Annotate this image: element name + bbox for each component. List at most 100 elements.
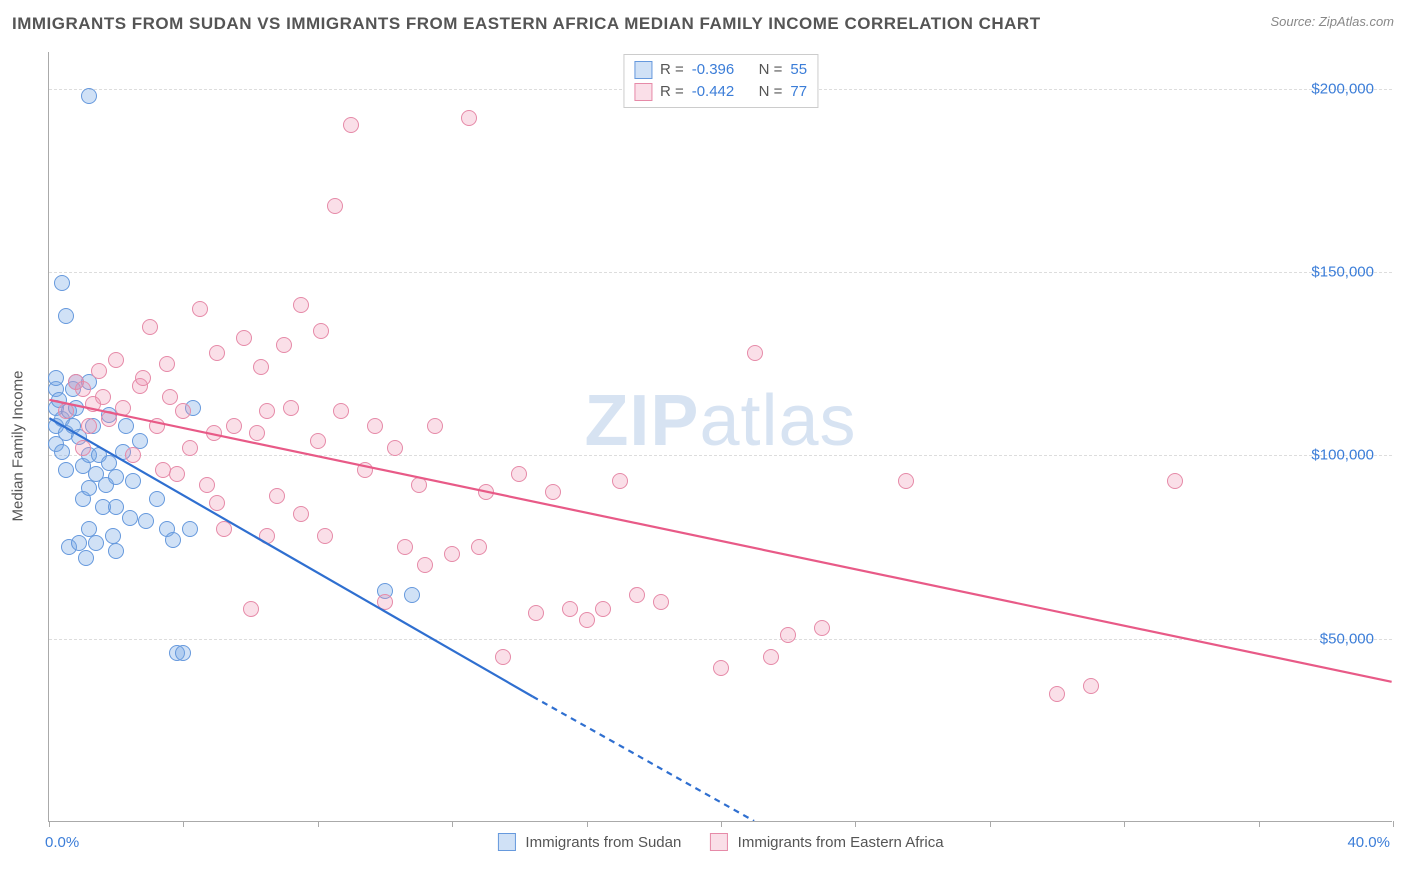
data-point-eastern_africa <box>159 356 175 372</box>
data-point-sudan <box>108 543 124 559</box>
data-point-sudan <box>125 473 141 489</box>
data-point-eastern_africa <box>461 110 477 126</box>
data-point-eastern_africa <box>169 466 185 482</box>
data-point-eastern_africa <box>511 466 527 482</box>
data-point-eastern_africa <box>175 403 191 419</box>
xtick-mark <box>587 821 588 827</box>
plot-area: ZIPatlas R = -0.396 N = 55 R = -0.442 N … <box>48 52 1392 822</box>
data-point-eastern_africa <box>253 359 269 375</box>
legend-label-sudan: Immigrants from Sudan <box>525 834 681 851</box>
data-point-eastern_africa <box>411 477 427 493</box>
r-value-ea: -0.442 <box>692 81 735 103</box>
data-point-eastern_africa <box>115 400 131 416</box>
data-point-eastern_africa <box>367 418 383 434</box>
ytick-label: $50,000 <box>1320 630 1374 647</box>
data-point-eastern_africa <box>357 462 373 478</box>
data-point-sudan <box>88 535 104 551</box>
data-point-eastern_africa <box>276 337 292 353</box>
data-point-eastern_africa <box>313 323 329 339</box>
data-point-eastern_africa <box>780 627 796 643</box>
n-value-sudan: 55 <box>790 59 807 81</box>
data-point-eastern_africa <box>142 319 158 335</box>
data-point-eastern_africa <box>101 411 117 427</box>
data-point-sudan <box>175 645 191 661</box>
data-point-eastern_africa <box>206 425 222 441</box>
gridline-h <box>49 455 1392 456</box>
data-point-eastern_africa <box>333 403 349 419</box>
gridline-h <box>49 639 1392 640</box>
n-value-ea: 77 <box>790 81 807 103</box>
data-point-eastern_africa <box>814 620 830 636</box>
data-point-eastern_africa <box>898 473 914 489</box>
xtick-mark <box>721 821 722 827</box>
data-point-eastern_africa <box>135 370 151 386</box>
data-point-sudan <box>81 88 97 104</box>
xtick-mark <box>183 821 184 827</box>
data-point-eastern_africa <box>85 396 101 412</box>
data-point-sudan <box>54 275 70 291</box>
data-point-eastern_africa <box>653 594 669 610</box>
data-point-eastern_africa <box>629 587 645 603</box>
data-point-eastern_africa <box>75 440 91 456</box>
data-point-sudan <box>71 535 87 551</box>
ytick-label: $100,000 <box>1311 447 1374 464</box>
xtick-mark <box>990 821 991 827</box>
data-point-sudan <box>58 308 74 324</box>
data-point-sudan <box>48 370 64 386</box>
xtick-mark <box>49 821 50 827</box>
x-max-label: 40.0% <box>1347 834 1390 851</box>
data-point-eastern_africa <box>1049 686 1065 702</box>
data-point-sudan <box>122 510 138 526</box>
data-point-eastern_africa <box>259 528 275 544</box>
data-point-eastern_africa <box>595 601 611 617</box>
data-point-eastern_africa <box>249 425 265 441</box>
data-point-eastern_africa <box>81 418 97 434</box>
header: IMMIGRANTS FROM SUDAN VS IMMIGRANTS FROM… <box>12 14 1394 42</box>
y-axis-label: Median Family Income <box>10 371 27 522</box>
swatch-ea <box>634 83 652 101</box>
data-point-eastern_africa <box>579 612 595 628</box>
x-min-label: 0.0% <box>45 834 79 851</box>
data-point-sudan <box>138 513 154 529</box>
data-point-sudan <box>108 499 124 515</box>
data-point-eastern_africa <box>387 440 403 456</box>
ytick-label: $150,000 <box>1311 264 1374 281</box>
data-point-eastern_africa <box>209 345 225 361</box>
r-value-sudan: -0.396 <box>692 59 735 81</box>
data-point-eastern_africa <box>377 594 393 610</box>
source-label: Source: ZipAtlas.com <box>1270 14 1394 29</box>
data-point-eastern_africa <box>199 477 215 493</box>
data-point-sudan <box>165 532 181 548</box>
data-point-eastern_africa <box>192 301 208 317</box>
xtick-mark <box>452 821 453 827</box>
data-point-eastern_africa <box>713 660 729 676</box>
gridline-h <box>49 272 1392 273</box>
data-point-eastern_africa <box>327 198 343 214</box>
data-point-eastern_africa <box>495 649 511 665</box>
xtick-mark <box>1259 821 1260 827</box>
watermark: ZIPatlas <box>584 380 856 462</box>
xtick-mark <box>855 821 856 827</box>
xtick-mark <box>1393 821 1394 827</box>
data-point-eastern_africa <box>243 601 259 617</box>
legend-label-ea: Immigrants from Eastern Africa <box>738 834 944 851</box>
stats-row-sudan: R = -0.396 N = 55 <box>634 59 807 81</box>
data-point-eastern_africa <box>427 418 443 434</box>
legend-swatch-ea <box>710 833 728 851</box>
data-point-eastern_africa <box>471 539 487 555</box>
xtick-mark <box>1124 821 1125 827</box>
data-point-eastern_africa <box>182 440 198 456</box>
data-point-sudan <box>58 462 74 478</box>
data-point-sudan <box>81 521 97 537</box>
data-point-eastern_africa <box>444 546 460 562</box>
data-point-eastern_africa <box>310 433 326 449</box>
data-point-sudan <box>132 433 148 449</box>
data-point-sudan <box>182 521 198 537</box>
swatch-sudan <box>634 61 652 79</box>
data-point-eastern_africa <box>108 352 124 368</box>
data-point-eastern_africa <box>1167 473 1183 489</box>
data-point-sudan <box>149 491 165 507</box>
data-point-eastern_africa <box>293 506 309 522</box>
chart-title: IMMIGRANTS FROM SUDAN VS IMMIGRANTS FROM… <box>12 14 1041 33</box>
data-point-eastern_africa <box>149 418 165 434</box>
